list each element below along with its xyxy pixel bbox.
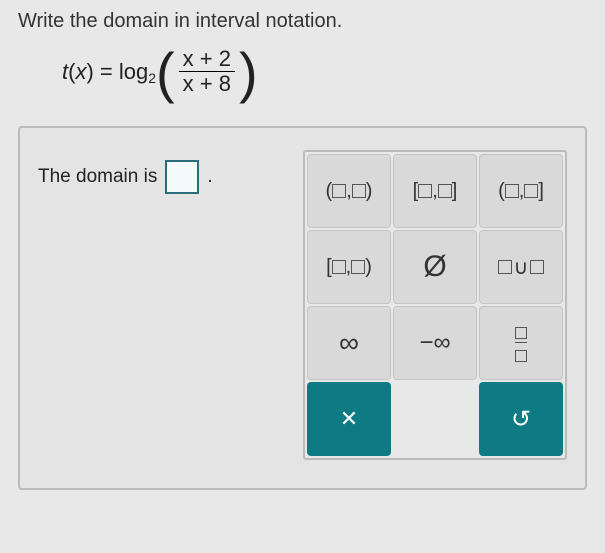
lhs-var: x xyxy=(75,59,86,85)
answer-label: The domain is xyxy=(38,166,157,188)
answer-suffix: . xyxy=(207,166,212,188)
fraction: x + 2 x + 8 xyxy=(179,47,235,96)
undo-button[interactable]: ↺ xyxy=(479,382,563,456)
log-base: 2 xyxy=(148,70,156,86)
fraction-button[interactable] xyxy=(479,306,563,380)
equation-display: t ( x ) = log 2 ( x + 2 x + 8 ) xyxy=(62,47,587,96)
answer-sentence: The domain is . xyxy=(38,160,213,194)
union-button[interactable]: ∪ xyxy=(479,230,563,304)
infinity-button[interactable]: ∞ xyxy=(307,306,391,380)
fraction-numerator: x + 2 xyxy=(179,47,235,72)
open-open-interval-button[interactable]: (,) xyxy=(307,154,391,228)
big-lparen: ( xyxy=(156,53,175,92)
neg-infinity-button[interactable]: −∞ xyxy=(393,306,477,380)
big-rparen: ) xyxy=(239,53,258,92)
rparen: ) = log xyxy=(86,59,148,85)
answer-input[interactable] xyxy=(165,160,199,194)
answer-panel: The domain is . (,) [,] (,] [,) Ø ∪ ∞ −∞ xyxy=(18,126,587,490)
fraction-denominator: x + 8 xyxy=(179,72,235,96)
open-closed-interval-button[interactable]: (,] xyxy=(479,154,563,228)
spacer xyxy=(393,382,477,456)
closed-open-interval-button[interactable]: [,) xyxy=(307,230,391,304)
close-button[interactable]: ✕ xyxy=(307,382,391,456)
symbol-palette: (,) [,] (,] [,) Ø ∪ ∞ −∞ ✕ ↺ xyxy=(303,150,567,460)
empty-set-button[interactable]: Ø xyxy=(393,230,477,304)
question-prompt: Write the domain in interval notation. xyxy=(18,10,587,33)
closed-closed-interval-button[interactable]: [,] xyxy=(393,154,477,228)
